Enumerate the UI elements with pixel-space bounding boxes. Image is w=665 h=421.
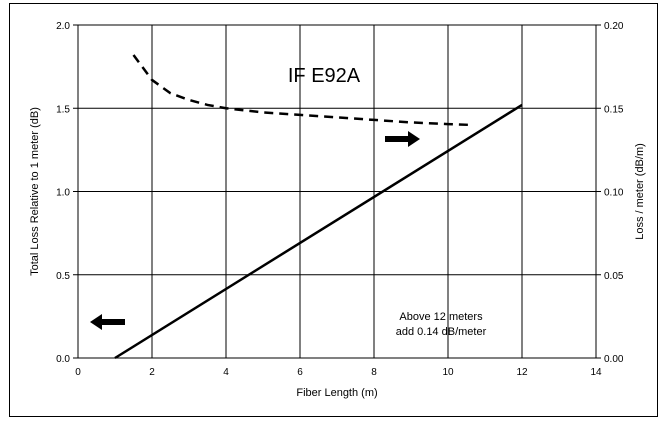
y-right-tick-label: 0.00 (604, 354, 624, 365)
loss-per-meter-line (132, 54, 471, 127)
total-loss-line (114, 103, 523, 360)
x-tick-label: 14 (590, 367, 602, 378)
chart-title: IF E92A (288, 65, 361, 87)
x-tick-label: 10 (442, 367, 454, 378)
left-axis-arrow-icon (90, 314, 125, 330)
x-tick-label: 8 (371, 367, 377, 378)
y-right-tick-label: 0.05 (604, 271, 624, 282)
y-left-tick-label: 0.5 (56, 271, 70, 282)
y-axis-left-label: Total Loss Relative to 1 meter (dB) (29, 107, 41, 276)
y-left-tick-label: 1.0 (56, 188, 70, 199)
x-tick-label: 4 (223, 367, 229, 378)
plot-area (77, 24, 597, 359)
annotation-line-1: Above 12 meters (399, 311, 483, 323)
x-tick-label: 12 (516, 367, 528, 378)
y-axis-right-label: Loss / meter (dB/m) (634, 143, 646, 240)
y-left-tick-label: 2.0 (56, 21, 70, 32)
y-right-tick-label: 0.20 (604, 21, 624, 32)
x-tick-label: 2 (149, 367, 155, 378)
x-tick-label: 0 (75, 367, 81, 378)
chart-frame (9, 3, 658, 417)
y-left-tick-label: 0.0 (56, 354, 70, 365)
data-series (114, 54, 523, 360)
y-left-tick-label: 1.5 (56, 104, 70, 115)
right-axis-arrow-icon (385, 131, 420, 147)
x-axis-label: Fiber Length (m) (296, 387, 377, 399)
x-tick-label: 6 (297, 367, 303, 378)
annotation-line-2: add 0.14 dB/meter (396, 326, 487, 338)
tick-labels: 0 2 4 6 8 10 12 14 0.0 0.5 1.0 1.5 2.0 0.00 0.05 0.10 0.… (56, 21, 624, 378)
y-right-tick-label: 0.15 (604, 104, 624, 115)
y-right-tick-label: 0.10 (604, 188, 624, 199)
